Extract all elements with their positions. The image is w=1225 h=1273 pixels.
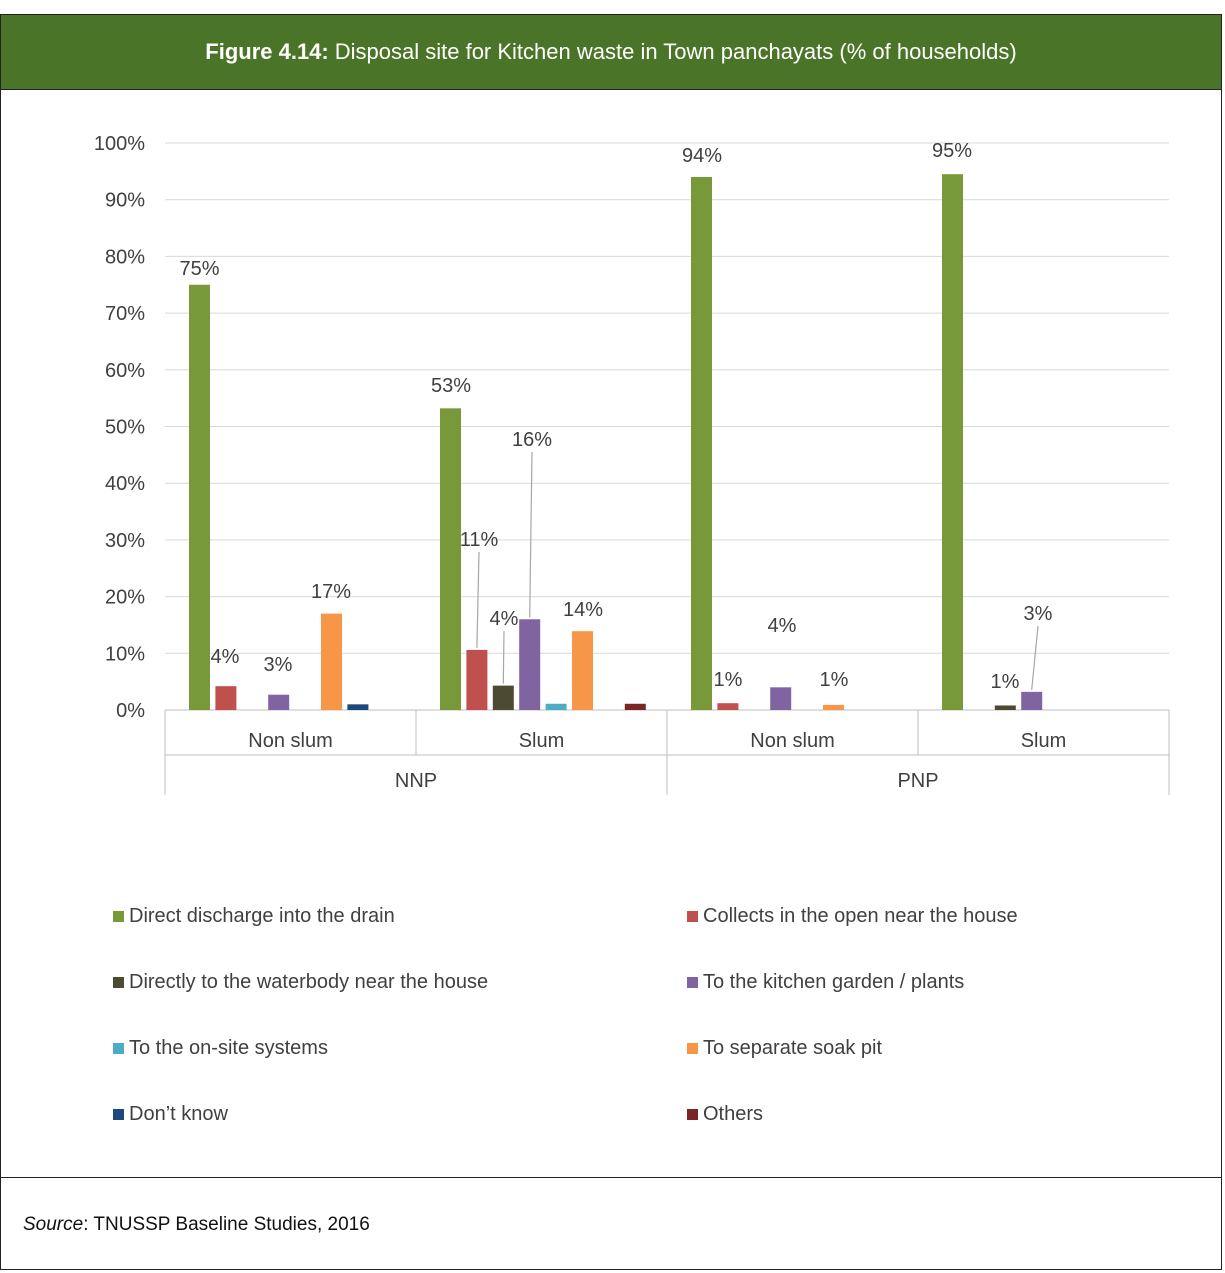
x-tick-label: Non slum	[248, 730, 332, 752]
bar	[942, 174, 963, 710]
figure-label: Figure 4.14:	[205, 39, 329, 64]
figure-frame: Figure 4.14: Disposal site for Kitchen w…	[0, 14, 1222, 1270]
source-text: : TNUSSP Baseline Studies, 2016	[83, 1214, 370, 1235]
y-tick-label: 70%	[105, 303, 145, 325]
legend-label: To the kitchen garden / plants	[703, 971, 964, 993]
legend-swatch	[687, 977, 698, 988]
y-tick-label: 60%	[105, 360, 145, 382]
data-label: 1%	[714, 669, 743, 691]
bar	[1021, 691, 1043, 710]
label-leader-line	[529, 451, 533, 618]
label-leader-line	[1031, 625, 1039, 690]
bar	[189, 284, 210, 710]
source-prefix: Source	[23, 1214, 84, 1235]
data-label: 95%	[932, 140, 972, 162]
data-label: 4%	[768, 615, 797, 637]
legend-label: Others	[703, 1103, 763, 1125]
x-tick-label: Slum	[519, 730, 565, 752]
y-tick-label: 90%	[105, 190, 145, 212]
legend-swatch	[687, 1109, 698, 1120]
legend-swatch	[113, 911, 124, 922]
data-label: 94%	[682, 145, 722, 167]
bar	[572, 631, 593, 710]
x-tick-label: Non slum	[750, 730, 834, 752]
bar	[717, 703, 739, 710]
bar	[545, 703, 567, 710]
bar	[691, 177, 712, 710]
legend-label: To the on-site systems	[129, 1037, 328, 1059]
data-label: 16%	[512, 429, 552, 451]
y-tick-label: 10%	[105, 643, 145, 665]
legend-swatch	[113, 1109, 124, 1120]
bar	[519, 619, 541, 710]
legend-label: To separate soak pit	[703, 1037, 882, 1059]
y-tick-label: 0%	[116, 700, 145, 722]
source-row: Source: TNUSSP Baseline Studies, 2016	[1, 1177, 1221, 1269]
y-tick-label: 50%	[105, 417, 145, 439]
data-label: 11%	[460, 529, 499, 551]
data-label: 3%	[264, 654, 293, 676]
data-label: 4%	[211, 646, 240, 668]
bar	[347, 704, 369, 710]
bar	[994, 705, 1016, 710]
legend-label: Don’t know	[129, 1103, 228, 1125]
data-label: 75%	[179, 258, 219, 280]
bar	[624, 703, 646, 710]
data-label: 14%	[563, 599, 603, 621]
chart: 0% 10% 20% 30% 40% 50% 60% 70% 80% 90% 100% Non slu…	[94, 133, 1170, 1125]
legend-swatch	[687, 1043, 698, 1054]
legend-swatch	[113, 977, 124, 988]
legend-swatch	[113, 1043, 124, 1054]
figure-header: Figure 4.14: Disposal site for Kitchen w…	[1, 15, 1221, 90]
bar	[823, 704, 844, 710]
data-label: 4%	[490, 608, 519, 630]
bar	[215, 686, 237, 710]
y-tick-label: 40%	[105, 473, 145, 495]
data-label: 17%	[311, 581, 351, 603]
legend-label: Direct discharge into the drain	[129, 905, 395, 927]
bar	[492, 685, 514, 710]
y-tick-label: 100%	[94, 133, 145, 155]
y-tick-label: 80%	[105, 246, 145, 268]
source-note: Source: TNUSSP Baseline Studies, 2016	[23, 1214, 370, 1236]
legend-label: Collects in the open near the house	[703, 905, 1018, 927]
data-label: 1%	[991, 671, 1020, 693]
x-group-label: NNP	[395, 770, 437, 792]
label-leader-line	[476, 551, 480, 648]
data-label: 53%	[431, 375, 471, 397]
y-tick-label: 20%	[105, 587, 145, 609]
legend-swatch	[687, 911, 698, 922]
x-group-label: PNP	[897, 770, 938, 792]
data-label: 1%	[820, 669, 849, 691]
bar	[770, 687, 792, 710]
data-label: 3%	[1024, 603, 1053, 625]
bar	[321, 613, 342, 710]
x-tick-label: Slum	[1021, 730, 1067, 752]
bar	[440, 408, 461, 710]
bar	[268, 694, 290, 710]
bar	[466, 649, 488, 710]
y-tick-label: 30%	[105, 530, 145, 552]
label-leader-line	[502, 630, 505, 684]
figure-title: Disposal site for Kitchen waste in Town …	[334, 39, 1017, 64]
legend-label: Directly to the waterbody near the house	[129, 971, 488, 993]
